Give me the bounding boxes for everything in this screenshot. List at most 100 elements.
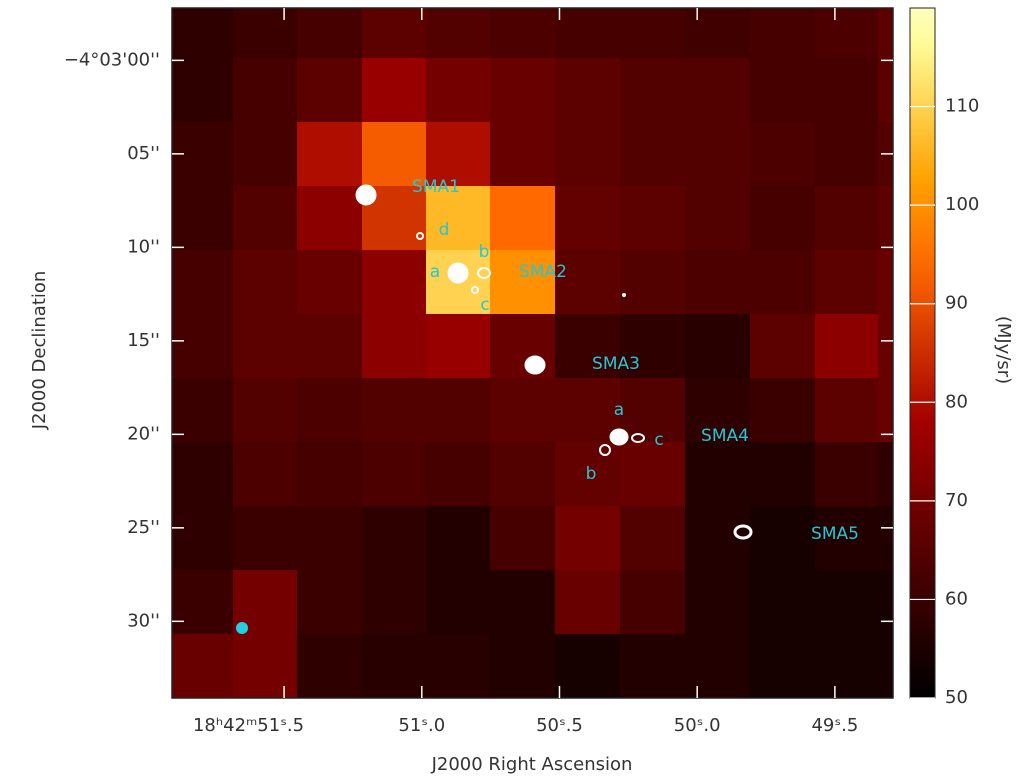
heatmap-cell	[297, 58, 363, 123]
y-tick-label: 05''	[127, 143, 160, 164]
heatmap-cell	[297, 634, 363, 699]
x-tick-label: 50ˢ.5	[536, 715, 583, 736]
heatmap-cell	[297, 378, 363, 443]
heatmap-cell	[297, 250, 363, 315]
heatmap-cell	[750, 250, 816, 315]
heatmap	[172, 8, 894, 699]
x-tick-label: 18ʰ42ᵐ51ˢ.5	[193, 715, 304, 736]
heatmap-cell	[362, 378, 427, 443]
y-tick-label: 10''	[127, 236, 160, 257]
heatmap-cell	[620, 442, 686, 507]
heatmap-cell	[620, 58, 686, 123]
colorbar-title: (MJy/sr)	[993, 316, 1014, 384]
heatmap-cell	[750, 570, 816, 635]
colorbar	[910, 8, 935, 698]
heatmap-cell	[172, 58, 234, 123]
heatmap-cell	[297, 186, 363, 251]
heatmap-cell	[878, 250, 894, 315]
source-label: SMA2	[519, 262, 567, 282]
heatmap-cell	[172, 186, 234, 251]
heatmap-cell	[297, 8, 363, 59]
heatmap-cell	[555, 634, 621, 699]
heatmap-cell	[815, 314, 879, 379]
source-label: SMA1	[412, 177, 460, 197]
heatmap-cell	[426, 634, 491, 699]
heatmap-cell	[490, 314, 556, 379]
heatmap-cell	[172, 442, 234, 507]
heatmap-cell	[620, 634, 686, 699]
contour	[525, 356, 545, 374]
heatmap-cell	[555, 122, 621, 187]
x-tick-label: 50ˢ.0	[674, 715, 721, 736]
heatmap-cell	[620, 122, 686, 187]
heatmap-cell	[750, 634, 816, 699]
heatmap-cell	[685, 314, 751, 379]
heatmap-cell	[297, 314, 363, 379]
heatmap-cell	[233, 122, 298, 187]
heatmap-cell	[815, 378, 879, 443]
heatmap-cell	[815, 442, 879, 507]
heatmap-cell	[620, 250, 686, 315]
colorbar-tick-label: 80	[945, 391, 968, 412]
heatmap-cell	[362, 442, 427, 507]
heatmap-cell	[685, 570, 751, 635]
heatmap-cell	[490, 442, 556, 507]
heatmap-cell	[233, 442, 298, 507]
heatmap-cell	[362, 8, 427, 59]
heatmap-cell	[490, 570, 556, 635]
chart: J2000 Right Ascension J2000 Declination …	[0, 0, 1021, 780]
y-axis-title: J2000 Declination	[29, 271, 50, 431]
heatmap-cell	[555, 186, 621, 251]
heatmap-cell	[297, 570, 363, 635]
heatmap-cell	[685, 250, 751, 315]
heatmap-cell	[750, 506, 816, 571]
heatmap-cell	[490, 58, 556, 123]
heatmap-cell	[362, 506, 427, 571]
colorbar-tick-label: 70	[945, 490, 968, 511]
heatmap-cell	[685, 442, 751, 507]
heatmap-cell	[490, 378, 556, 443]
heatmap-cell	[172, 378, 234, 443]
heatmap-cell	[172, 634, 234, 699]
heatmap-cell	[878, 186, 894, 251]
source-label: a	[614, 400, 624, 420]
heatmap-cell	[426, 314, 491, 379]
heatmap-cell	[490, 634, 556, 699]
source-label: c	[480, 295, 489, 315]
heatmap-cell	[555, 58, 621, 123]
heatmap-cell	[555, 8, 621, 59]
contour	[623, 294, 626, 297]
heatmap-cell	[362, 314, 427, 379]
x-axis-title: J2000 Right Ascension	[431, 754, 633, 775]
heatmap-cell	[685, 122, 751, 187]
heatmap-cell	[172, 250, 234, 315]
heatmap-cell	[233, 634, 298, 699]
heatmap-cell	[620, 8, 686, 59]
heatmap-cell	[490, 8, 556, 59]
heatmap-cell	[878, 314, 894, 379]
y-tick-label: 30''	[127, 610, 160, 631]
heatmap-cell	[750, 378, 816, 443]
y-tick-label: 20''	[127, 423, 160, 444]
heatmap-cell	[878, 378, 894, 443]
heatmap-cell	[750, 8, 816, 59]
heatmap-cell	[555, 378, 621, 443]
heatmap-cell	[878, 442, 894, 507]
heatmap-cell	[172, 570, 234, 635]
heatmap-cell	[815, 58, 879, 123]
heatmap-cell	[878, 506, 894, 571]
heatmap-cell	[172, 8, 234, 59]
heatmap-cell	[815, 570, 879, 635]
source-label: d	[439, 220, 450, 240]
source-label: SMA4	[701, 426, 749, 446]
colorbar-tick-label: 100	[945, 194, 979, 215]
heatmap-cell	[878, 570, 894, 635]
heatmap-cell	[172, 314, 234, 379]
heatmap-cell	[555, 250, 621, 315]
heatmap-cell	[297, 442, 363, 507]
heatmap-cell	[426, 8, 491, 59]
heatmap-cell	[815, 122, 879, 187]
heatmap-cell	[490, 122, 556, 187]
x-tick-label: 51ˢ.0	[398, 715, 445, 736]
heatmap-cell	[426, 442, 491, 507]
